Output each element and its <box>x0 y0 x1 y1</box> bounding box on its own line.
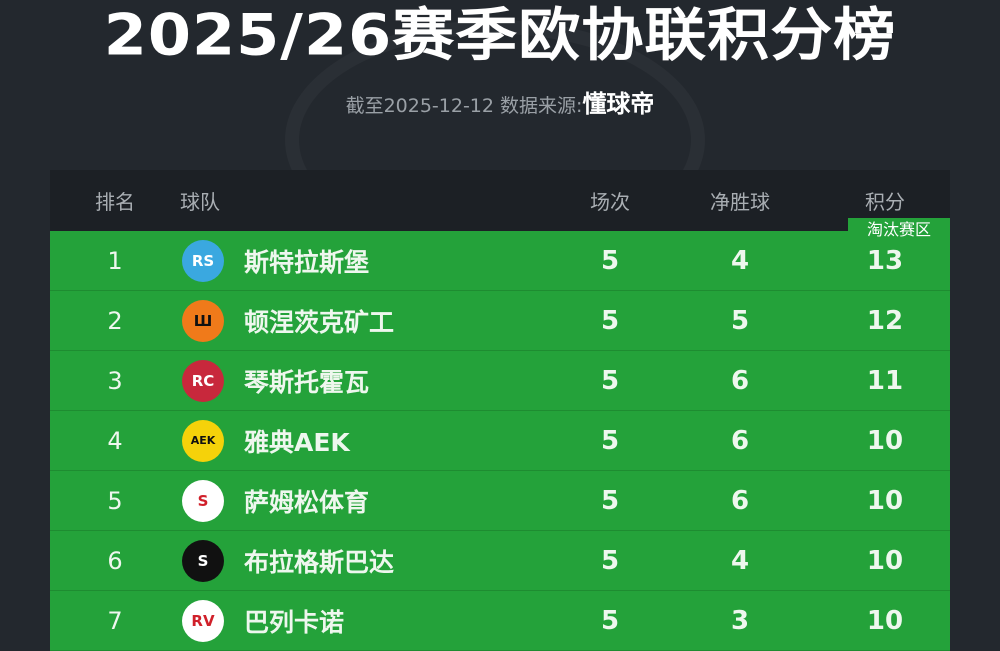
team-cell: S 布拉格斯巴达 <box>180 539 560 582</box>
table-row: 6 S 布拉格斯巴达 5 4 10 <box>50 531 950 591</box>
played: 5 <box>600 425 620 456</box>
goal-diff: 6 <box>730 485 750 516</box>
team-cell: RV 巴列卡诺 <box>180 599 560 642</box>
played: 5 <box>600 605 620 636</box>
knockout-zone-badge: 淘汰赛区 <box>848 218 950 242</box>
team-logo-icon: Ш <box>182 299 224 342</box>
rank: 2 <box>107 306 123 335</box>
team-name: 顿涅茨克矿工 <box>244 307 395 337</box>
table-row: 7 RV 巴列卡诺 5 3 10 <box>50 591 950 651</box>
goal-diff: 6 <box>730 365 750 396</box>
table-row: 1 RS 斯特拉斯堡 5 4 13 <box>50 231 950 291</box>
team-name: 雅典AEK <box>244 427 350 457</box>
goal-diff: 6 <box>730 425 750 456</box>
points: 10 <box>866 545 904 576</box>
points: 10 <box>866 605 904 636</box>
team-cell: Ш 顿涅茨克矿工 <box>180 299 560 342</box>
rank: 6 <box>107 546 123 575</box>
team-name: 萨姆松体育 <box>244 487 370 517</box>
header-points: 积分 <box>865 190 905 214</box>
table-row: 2 Ш 顿涅茨克矿工 5 5 12 <box>50 291 950 351</box>
date-note: 截至2025-12-12 数据来源: <box>345 95 583 117</box>
header-goal-diff: 净胜球 <box>710 190 770 214</box>
team-logo-icon: RS <box>182 239 224 282</box>
points: 11 <box>866 365 904 396</box>
team-logo-icon: AEK <box>182 419 224 462</box>
played: 5 <box>600 305 620 336</box>
team-logo-icon: S <box>182 479 224 522</box>
team-cell: AEK 雅典AEK <box>180 419 560 462</box>
team-name: 斯特拉斯堡 <box>244 247 370 277</box>
goal-diff: 5 <box>730 305 750 336</box>
team-name: 巴列卡诺 <box>244 607 345 637</box>
team-logo-icon: RC <box>182 359 224 402</box>
goal-diff: 3 <box>730 605 750 636</box>
rank: 3 <box>107 366 123 395</box>
rank: 7 <box>107 606 123 635</box>
team-cell: RC 琴斯托霍瓦 <box>180 359 560 402</box>
goal-diff: 4 <box>730 545 750 576</box>
data-source: 懂球帝 <box>582 90 655 118</box>
points: 12 <box>866 305 904 336</box>
played: 5 <box>600 245 620 276</box>
page-title: 2025/26赛季欧协联积分榜 <box>103 0 897 69</box>
team-name: 布拉格斯巴达 <box>244 547 395 577</box>
points: 10 <box>866 485 904 516</box>
standings-table: 排名 球队 场次 净胜球 积分 淘汰赛区 1 RS 斯特拉斯堡 5 4 13 2 Ш… <box>50 170 950 651</box>
rank: 1 <box>107 246 123 275</box>
points: 13 <box>866 245 904 276</box>
team-logo-icon: S <box>182 539 224 582</box>
header-played: 场次 <box>590 190 630 214</box>
points: 10 <box>866 425 904 456</box>
goal-diff: 4 <box>730 245 750 276</box>
table-row: 3 RC 琴斯托霍瓦 5 6 11 <box>50 351 950 411</box>
rank: 5 <box>107 486 123 515</box>
played: 5 <box>600 485 620 516</box>
header-rank: 排名 <box>95 190 135 214</box>
table-row: 4 AEK 雅典AEK 5 6 10 <box>50 411 950 471</box>
subtitle: 截至2025-12-12 数据来源:懂球帝 <box>0 84 1000 119</box>
table-row: 5 S 萨姆松体育 5 6 10 <box>50 471 950 531</box>
table-header: 排名 球队 场次 净胜球 积分 淘汰赛区 <box>50 170 950 242</box>
played: 5 <box>600 365 620 396</box>
team-cell: S 萨姆松体育 <box>180 479 560 522</box>
rank: 4 <box>107 426 123 455</box>
header-team: 球队 <box>180 190 220 214</box>
team-cell: RS 斯特拉斯堡 <box>180 239 560 282</box>
team-logo-icon: RV <box>182 599 224 642</box>
played: 5 <box>600 545 620 576</box>
team-name: 琴斯托霍瓦 <box>244 367 370 397</box>
